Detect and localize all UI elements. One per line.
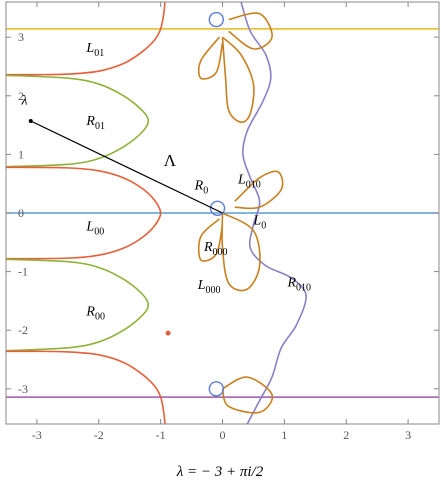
- curve: [221, 376, 274, 414]
- label-main: L: [85, 220, 94, 235]
- label-main: L: [237, 173, 246, 188]
- y-tick-label: 2: [18, 89, 24, 103]
- dot: [165, 330, 171, 336]
- region-label: R010: [286, 275, 311, 293]
- plot-area: [6, 2, 439, 424]
- label-main: R: [85, 305, 95, 320]
- y-tick-label: 1: [18, 147, 24, 161]
- loop-circle: [208, 381, 225, 397]
- y-tick-label: -3: [18, 382, 28, 396]
- x-tick-label: 2: [343, 428, 349, 442]
- curve: [197, 218, 224, 262]
- curve: [221, 212, 261, 292]
- label-main: R: [85, 114, 95, 129]
- region-label: L0: [252, 214, 266, 232]
- curve: [240, 2, 307, 424]
- label-main: λ: [20, 94, 27, 109]
- curve: [221, 36, 255, 123]
- x-tick-label: 3: [405, 428, 411, 442]
- label-main: L: [197, 278, 206, 293]
- y-tick-label: 0: [18, 206, 24, 220]
- curve: [6, 74, 150, 168]
- curve: [6, 350, 166, 424]
- label-main: L: [85, 41, 94, 56]
- label-sub: 010: [246, 180, 261, 191]
- x-tick-label: -2: [94, 428, 104, 442]
- curve: [6, 258, 150, 352]
- region-label: R0: [194, 179, 209, 197]
- y-tick-label: -2: [18, 323, 28, 337]
- label-main: L: [252, 214, 261, 229]
- label-sub: 000: [206, 285, 221, 296]
- loop-circle: [208, 11, 225, 28]
- label-main: R: [194, 179, 204, 194]
- curve: [6, 2, 166, 76]
- y-tick-label: 3: [18, 30, 24, 44]
- region-label: L00: [85, 220, 104, 238]
- label-sub: 010: [296, 282, 311, 293]
- label-main: R: [203, 240, 213, 255]
- label-main: R: [286, 275, 296, 290]
- label-sub: 00: [95, 312, 105, 323]
- region-label: Λ: [164, 151, 177, 170]
- curve: [197, 36, 224, 80]
- label-sub: 01: [95, 121, 105, 132]
- label-sub: 00: [94, 227, 104, 238]
- y-tick-label: -1: [18, 265, 28, 279]
- x-tick-label: -3: [32, 428, 42, 442]
- region-label: λ: [20, 94, 27, 109]
- loop-circle: [209, 200, 226, 217]
- curve: [228, 12, 273, 50]
- caption: λ = − 3 + πi/2: [176, 464, 264, 480]
- region-label: L010: [237, 173, 261, 191]
- lambda-point: [28, 118, 33, 123]
- curve: [6, 166, 162, 260]
- label-sub: 000: [213, 247, 228, 258]
- region-label: R00: [85, 305, 105, 323]
- lambda-ray: [30, 120, 223, 214]
- curve: [234, 170, 284, 210]
- x-tick-label: 1: [281, 428, 287, 442]
- label-sub: 01: [94, 48, 104, 59]
- x-tick-label: -1: [156, 428, 166, 442]
- region-label: L000: [197, 278, 221, 296]
- region-label: R000: [203, 240, 228, 258]
- region-label: R01: [85, 114, 105, 132]
- label-sub: 0: [261, 221, 266, 232]
- label-main: Λ: [164, 151, 177, 170]
- region-label: L01: [85, 41, 104, 59]
- x-tick-label: 0: [220, 428, 226, 442]
- label-sub: 0: [203, 186, 208, 197]
